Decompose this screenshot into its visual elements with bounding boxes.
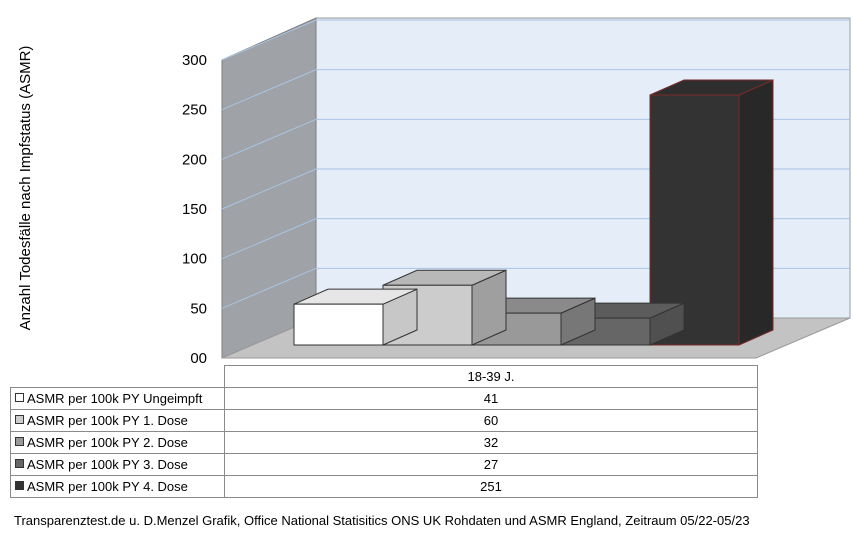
legend-swatch: [15, 459, 24, 468]
table-row: ASMR per 100k PY 1. Dose 60: [10, 409, 758, 432]
table-row: ASMR per 100k PY Ungeimpft 41: [10, 387, 758, 410]
bars: [293, 79, 774, 346]
series-name: ASMR per 100k PY 4. Dose: [27, 479, 188, 494]
chart: 00 50 100 150 200 250 300 Anzahl Todesfälle na…: [17, 17, 851, 367]
y-tick-label: 100: [182, 251, 207, 268]
data-value: 60: [224, 409, 758, 432]
y-axis-label: Anzahl Todesfälle nach Impfstatus (ASMR): [17, 46, 34, 331]
legend-swatch: [15, 481, 24, 490]
bar-1: [293, 288, 418, 346]
series-name: ASMR per 100k PY 1. Dose: [27, 413, 188, 428]
legend-swatch: [15, 415, 24, 424]
y-tick-label: 250: [182, 102, 207, 119]
source-caption: Transparenztest.de u. D.Menzel Grafik, O…: [14, 513, 750, 528]
bar-front-face: [293, 303, 384, 346]
series-name: ASMR per 100k PY 2. Dose: [27, 435, 188, 450]
y-tick-label: 00: [190, 350, 207, 367]
category-label: 18-39 J.: [224, 365, 758, 388]
gridline: [221, 19, 850, 61]
data-value: 32: [224, 431, 758, 454]
table-row: ASMR per 100k PY 4. Dose 251: [10, 475, 758, 498]
table-row: ASMR per 100k PY 2. Dose 32: [10, 431, 758, 454]
table-header-row: 18-39 J.: [11, 365, 758, 388]
series-name: ASMR per 100k PY Ungeimpft: [27, 391, 203, 406]
y-tick-label: 150: [182, 201, 207, 218]
legend-swatch: [15, 393, 24, 402]
y-tick-label: 50: [190, 300, 207, 317]
y-tick-label: 300: [182, 52, 207, 69]
gridline: [221, 69, 850, 111]
data-value: 27: [224, 453, 758, 476]
bar-side-face: [738, 79, 774, 346]
data-value: 251: [224, 475, 758, 498]
y-tick-label: 200: [182, 151, 207, 168]
series-name: ASMR per 100k PY 3. Dose: [27, 457, 188, 472]
data-table: 18-39 J. ASMR per 100k PY Ungeimpft 41 A…: [10, 365, 758, 498]
legend-swatch: [15, 437, 24, 446]
y-axis-ticks: 00 50 100 150 200 250 300: [182, 52, 207, 367]
table-row: ASMR per 100k PY 3. Dose 27: [10, 453, 758, 476]
data-value: 41: [224, 387, 758, 410]
